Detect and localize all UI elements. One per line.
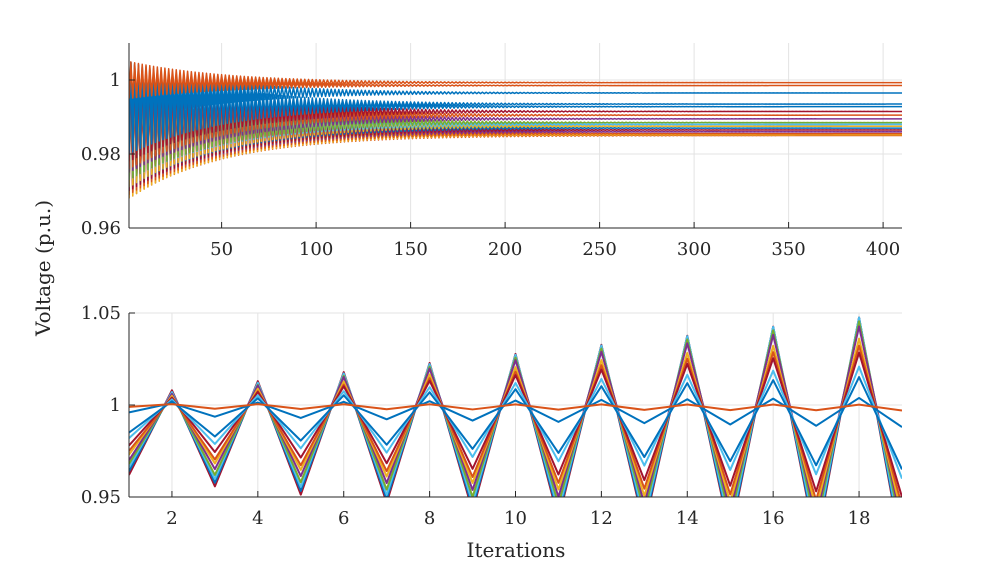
bottom-x-tick-label: 6: [338, 508, 349, 529]
x-axis-label: Iterations: [467, 538, 566, 562]
bottom-series-line: [129, 365, 902, 479]
bottom-panel: 2 4 6 8 10 12 14 16 18 0.95 1 1.05: [81, 303, 902, 529]
top-series-line: [129, 61, 902, 151]
bottom-x-tick-label: 14: [676, 508, 699, 529]
bottom-x-tick-label: 18: [848, 508, 871, 529]
bottom-series-line: [129, 337, 899, 497]
bottom-series-line: [129, 325, 898, 497]
bottom-x-tick-label: 2: [166, 508, 177, 529]
bottom-x-tick-label: 16: [762, 508, 785, 529]
bottom-x-tick-label: 12: [590, 508, 613, 529]
bottom-y-tick-label: 1.05: [81, 303, 121, 324]
top-x-tick-label: 100: [299, 239, 333, 260]
bottom-series-line: [129, 376, 902, 470]
bottom-y-tick-label: 1: [110, 395, 121, 416]
top-x-tick-label: 250: [582, 239, 616, 260]
top-y-tick-label: 0.98: [81, 144, 121, 165]
top-y-tick-label: 0.96: [81, 218, 121, 239]
bottom-series-line: [129, 351, 902, 497]
top-series-line: [129, 61, 902, 121]
bottom-x-tick-label: 10: [504, 508, 527, 529]
bottom-series-line: [129, 316, 895, 497]
top-x-tick-label: 150: [393, 239, 427, 260]
bottom-series-line: [129, 403, 902, 412]
bottom-x-tick-label: 8: [424, 508, 435, 529]
y-axis-label: Voltage (p.u.): [31, 200, 55, 337]
top-x-tick-label: 300: [677, 239, 711, 260]
top-panel: 50 100 150 200 250 300 350 400 0.96 0.98 1: [81, 43, 902, 260]
top-x-tick-label: 350: [771, 239, 805, 260]
bottom-series: [129, 316, 902, 497]
top-x-tick-label: 400: [866, 239, 900, 260]
top-x-tick-label: 200: [488, 239, 522, 260]
top-x-tick-label: 50: [210, 239, 233, 260]
top-series-line: [129, 65, 902, 162]
bottom-ticks: 2 4 6 8 10 12 14 16 18 0.95 1 1.05: [81, 303, 871, 529]
top-series-line: [129, 61, 902, 99]
top-series-line: [129, 68, 902, 99]
bottom-series-line: [129, 396, 902, 428]
top-y-tick-label: 1: [110, 70, 121, 91]
top-ticks: 50 100 150 200 250 300 350 400 0.96 0.98 1: [81, 70, 900, 260]
top-series: [129, 61, 902, 199]
bottom-y-tick-label: 0.95: [81, 487, 121, 508]
bottom-x-tick-label: 4: [252, 508, 263, 529]
